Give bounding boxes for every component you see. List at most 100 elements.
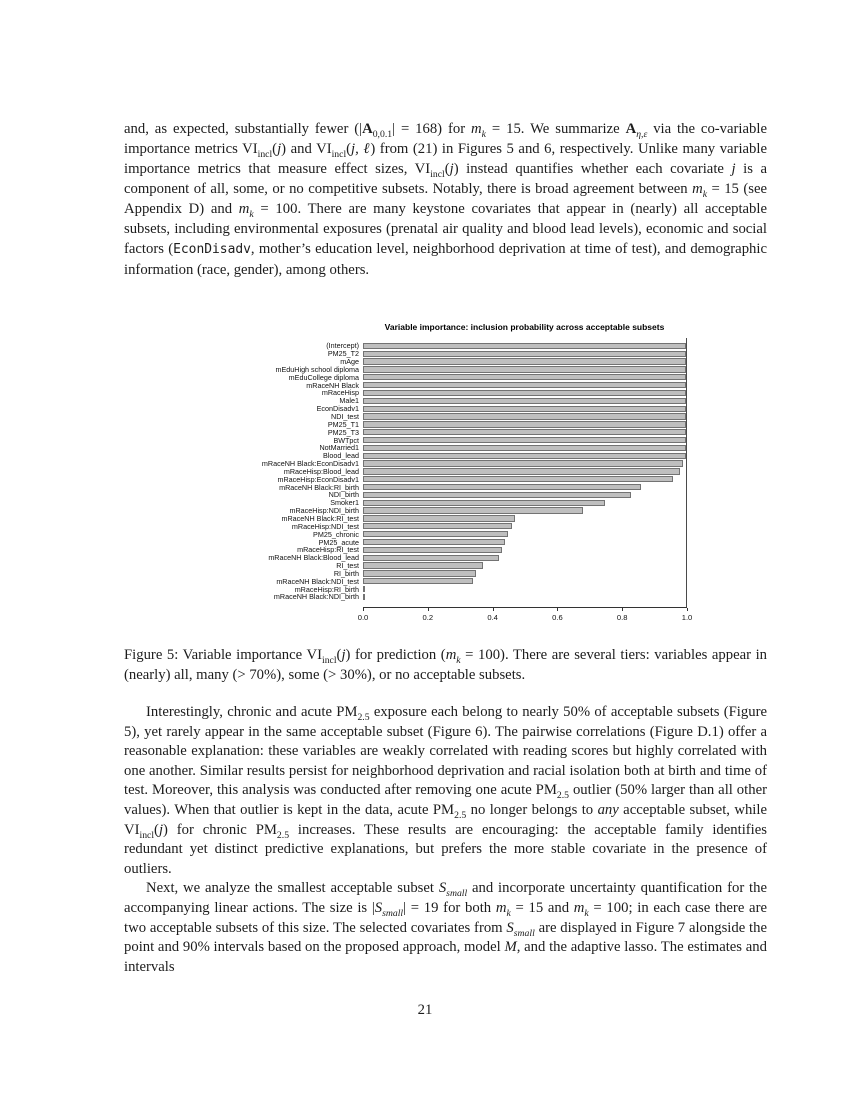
bar: [363, 546, 502, 553]
bar: [363, 358, 686, 365]
bar-row: RI_test: [241, 561, 701, 571]
bar-track: [363, 420, 686, 428]
bar: [363, 342, 686, 350]
bar-label: PM25_T2: [327, 349, 359, 359]
bar-track: [363, 436, 686, 444]
bar-track: [363, 530, 686, 538]
bar-track: [363, 522, 686, 530]
bar-label: mRaceNH Black: [306, 380, 359, 390]
bar-row: mRaceHisp:Blood_lead: [241, 466, 701, 476]
x-axis-tick: [557, 607, 559, 612]
bar: [363, 436, 686, 444]
bar-label: mRaceNH Black:RI_birth: [279, 482, 359, 492]
bar-track: [363, 452, 686, 460]
bar-track: [363, 554, 686, 562]
bar-track: [363, 475, 686, 483]
figure5-caption: Figure 5: Variable importance VIincl(j) …: [124, 647, 767, 683]
bar: [363, 499, 606, 506]
bar: [363, 483, 641, 491]
x-axis-tick-label: 0.8: [616, 612, 628, 622]
bar: [363, 531, 509, 538]
bar-label: NDI_test: [331, 412, 359, 422]
bar-label: mRaceHisp:NDI_test: [291, 521, 359, 531]
bar-track: [363, 585, 686, 593]
bar: [363, 421, 686, 428]
bar-track: [363, 444, 686, 452]
bar-row: mRaceNH Black:NDI_birth: [241, 592, 701, 602]
bar: [363, 460, 683, 467]
x-axis-tick: [427, 607, 429, 612]
bar-label: mRaceHisp:RI_birth: [294, 584, 359, 594]
bar-label: PM25_T1: [327, 419, 359, 429]
bar-row: mRaceNH Black:NDI_test: [241, 576, 701, 586]
bar-row: NDI_birth: [241, 490, 701, 500]
bar-track: [363, 491, 686, 499]
x-axis-tick: [492, 607, 494, 612]
bar-track: [363, 405, 686, 413]
bar-label: mRaceHisp:RI_test: [297, 545, 359, 555]
bar-label: mRaceNH Black:RI_test: [281, 513, 360, 523]
bar: [363, 562, 483, 569]
bar-label: Blood_lead: [323, 451, 359, 461]
x-axis-tick-label: 0.4: [487, 612, 498, 622]
bar-track: [363, 381, 686, 389]
bar: [363, 429, 686, 436]
bar: [363, 452, 686, 459]
bar-label: mEduCollege diploma: [288, 372, 359, 382]
paragraph-smallest-subset: Next, we analyze the smallest acceptable…: [124, 880, 767, 975]
bar: [363, 397, 686, 404]
bar: [363, 538, 506, 546]
bar-track: [363, 342, 686, 350]
bar-label: PM25_acute: [318, 537, 359, 547]
bar-track: [363, 413, 686, 421]
bar-track: [363, 499, 686, 507]
bar-label: mRaceNH Black:NDI_birth: [273, 592, 359, 602]
chart-x-axis: 0.0 0.2 0.4 0.6 0.8 1.0: [358, 606, 692, 624]
bar: [363, 405, 686, 412]
bar: [363, 374, 686, 381]
bar: [363, 491, 632, 499]
bar-label: RI_birth: [333, 568, 359, 578]
bar: [363, 444, 686, 452]
bar-row: mRaceHisp:RI_birth: [241, 584, 701, 594]
bar-row: PM25_chronic: [241, 530, 701, 539]
bar-label: mRaceNH Black:Blood_lead: [268, 553, 359, 563]
bar-label: NotMarried1: [319, 443, 359, 453]
bar-label: mEduHigh school diploma: [275, 364, 360, 374]
bar: [363, 515, 515, 522]
bar-row: RI_birth: [241, 568, 701, 578]
x-axis-tick-label: 0.0: [357, 612, 369, 622]
bar-track: [363, 593, 686, 601]
bar-track: [363, 373, 686, 381]
bar-label: PM25_T3: [327, 427, 359, 437]
bar-row: mRaceHisp:RI_test: [241, 545, 701, 555]
body-paragraphs: Interestingly, chronic and acute PM2.5 e…: [124, 703, 767, 977]
paragraph-intro: and, as expected, substantially fewer (|…: [124, 121, 767, 278]
bar: [363, 523, 512, 530]
bar-label: mRaceNH Black:NDI_test: [276, 576, 359, 586]
bar-row: mRaceHisp:EconDisadv1: [241, 475, 701, 484]
bar-label: NDI_birth: [328, 490, 359, 500]
bar-track: [363, 389, 686, 397]
bar-row: Smoker1: [241, 498, 701, 507]
bar-label: (Intercept): [326, 341, 359, 351]
bar-track: [363, 515, 686, 523]
bar-label: BWTpct: [333, 435, 359, 445]
chart-title: Variable importance: inclusion probabili…: [384, 322, 665, 332]
bar: [363, 507, 583, 514]
bar-label: mAge: [340, 357, 359, 367]
figure5-chart: Variable importance: inclusion probabili…: [241, 322, 701, 624]
bar: [363, 585, 365, 593]
bar: [363, 413, 686, 420]
bar: [363, 389, 686, 397]
page-number: 21: [417, 1002, 433, 1018]
x-axis-tick-label: 0.6: [552, 612, 563, 622]
bar-row: mRaceHisp:NDI_test: [241, 521, 701, 531]
bar-label: mRaceHisp:NDI_birth: [289, 506, 360, 516]
bar-track: [363, 546, 686, 554]
bar-row: mRaceHisp:NDI_birth: [241, 506, 701, 516]
bar-label: mRaceHisp:Blood_lead: [283, 466, 359, 476]
bar-label: RI_test: [336, 561, 359, 571]
x-axis-tick-label: 1.0: [681, 612, 693, 622]
